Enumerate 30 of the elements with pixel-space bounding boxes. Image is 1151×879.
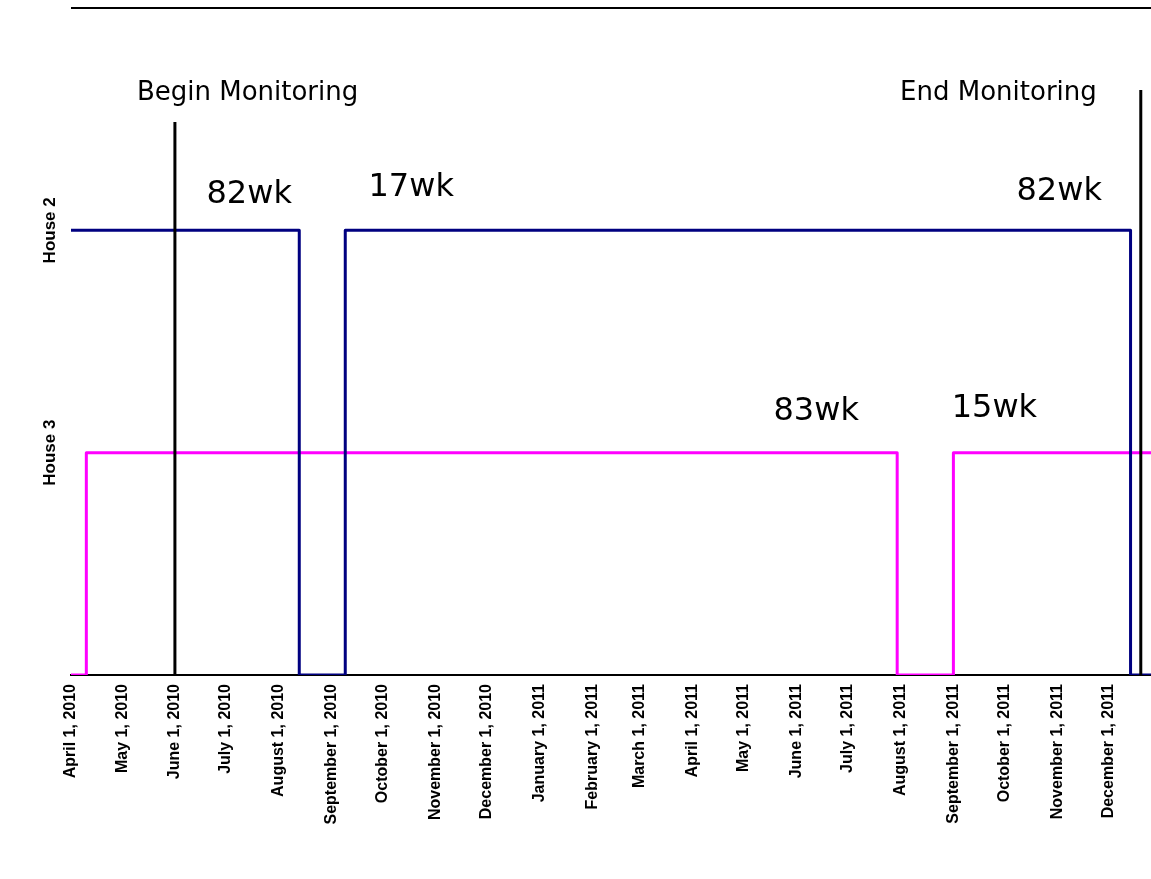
x-tick-label: August 1, 2010: [269, 683, 287, 797]
x-tick-label: April 1, 2010: [61, 683, 79, 779]
text: 82wk: [206, 173, 293, 212]
text: House 3: [40, 419, 60, 486]
text: House 2: [40, 197, 60, 264]
x-tick-label: December 1, 2011: [1098, 683, 1116, 819]
x-tick-label: March 1, 2011: [630, 683, 648, 789]
x-tick-label: November 1, 2010: [425, 683, 443, 821]
x-tick-label: December 1, 2010: [477, 683, 495, 820]
x-tick-label: September 1, 2011: [943, 683, 961, 824]
x-tick-label: June 1, 2011: [787, 683, 805, 779]
text: 82wk: [1016, 169, 1103, 208]
x-tick-label: August 1, 2011: [891, 683, 908, 797]
x-tick-label: July 1, 2011: [838, 683, 856, 773]
text: 17wk: [368, 166, 455, 205]
x-tick-label: July 1, 2010: [216, 683, 234, 774]
ref-line-label: End Monitoring: [900, 76, 1097, 106]
x-tick-label: October 1, 2011: [994, 683, 1012, 803]
x-tick-label: November 1, 2011: [1047, 683, 1065, 820]
annotation: 83wk: [773, 389, 860, 428]
x-tick-label: January 1, 2011: [529, 683, 547, 803]
x-tick-label: May 1, 2010: [112, 683, 130, 773]
x-tick-label: June 1, 2010: [165, 683, 183, 780]
x-tick-label: February 1, 2011: [582, 683, 600, 810]
ref-line-label: Begin Monitoring: [136, 76, 359, 106]
annotation: 15wk: [951, 386, 1038, 425]
x-tick-label: September 1, 2010: [322, 683, 340, 825]
x-tick-label: October 1, 2010: [373, 683, 391, 804]
x-tick-label: May 1, 2011: [734, 683, 752, 773]
x-tick-label: April 1, 2011: [683, 683, 701, 778]
